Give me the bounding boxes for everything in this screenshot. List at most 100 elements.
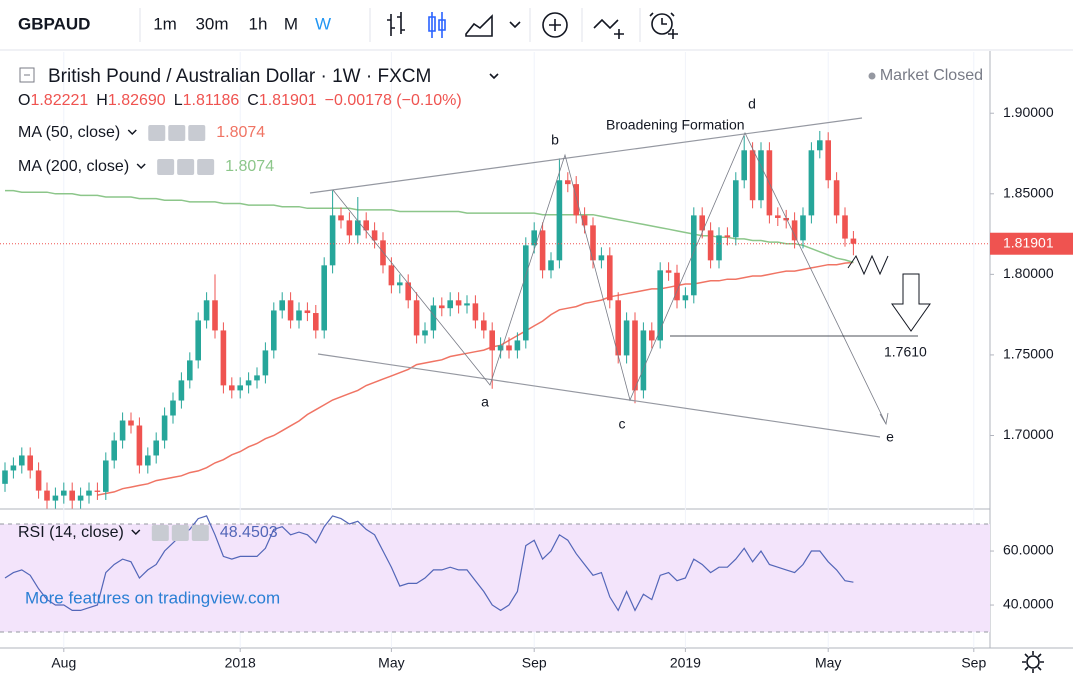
lower-trendline [317,353,881,438]
x-tick-label: May [378,655,404,671]
ma-legend: MA (50, close) 1.8074 MA (200, close) 1.807… [18,124,278,541]
candle-body [749,150,756,201]
candle-body [397,282,403,286]
indicator-dropdown[interactable] [127,129,137,136]
indicator-button[interactable] [177,159,195,175]
main-legend: British Pound / Australian Dollar · 1W ·… [18,66,983,541]
y-tick-label: 60.0000 [1003,542,1054,558]
candle-body [707,230,714,261]
candles-icon[interactable] [428,12,446,38]
indicator-dropdown[interactable] [136,163,146,170]
indicator-button[interactable] [188,125,206,141]
indicator-button[interactable] [171,525,189,541]
candle-body [632,320,638,391]
candle-body [590,225,596,261]
toolbar: GBPAUD 1m 30m 1h M W [0,0,1073,51]
wave-label: b [551,132,559,148]
y-tick-label: 40.0000 [1003,596,1054,612]
candle-body [808,150,815,216]
indicator-button[interactable] [197,159,215,175]
settings-icon[interactable] [1022,651,1044,673]
candle-body [119,420,126,441]
intervals: 1m 30m 1h M W [153,14,331,33]
x-tick-label: Sep [522,655,547,671]
candle-body [497,345,504,351]
candle-body [10,465,17,471]
candle-body [565,180,571,185]
candle-body [640,330,647,391]
rsi-line [4,515,854,612]
status-dot [868,72,876,80]
candle-body [523,245,529,341]
ohlc-value: 1.81186 [183,92,240,109]
candle-body [615,300,621,356]
candle-body [203,300,210,321]
interval-button[interactable]: W [315,14,331,33]
down-arrow [891,273,931,332]
bars-icon[interactable] [387,12,405,36]
y-tick-label: 1.80000 [1003,265,1054,281]
ohlc-value: 1.81901 [259,92,317,109]
candle-body [665,270,672,273]
wave-label: e [886,429,894,445]
alert-icon[interactable] [649,12,678,39]
indicator-dropdown[interactable] [131,529,141,536]
interval-button[interactable]: 1h [249,14,268,33]
candle-body [2,470,8,484]
candle-body [825,140,831,181]
candle-body [791,220,798,241]
candle-body [598,255,605,261]
interval-button[interactable]: 30m [195,14,228,33]
candle-body [313,313,319,331]
ohlc-key: H [96,92,108,109]
candle-body [733,180,739,238]
candle-body [229,385,235,391]
candle-body [27,455,33,471]
candle-body [35,470,42,491]
candle-body [405,282,411,301]
compare-icon[interactable] [593,18,624,39]
candle-body [439,305,445,309]
ohlc-value: 1.82221 [30,92,88,109]
ohlc-key: C [247,92,259,109]
candle-body [447,300,453,309]
indicator-button[interactable] [148,125,166,141]
candle-body [741,150,747,181]
indicator-button[interactable] [168,125,186,141]
wave-label: a [481,394,489,410]
candle-body [783,217,789,221]
candle-body [548,260,554,271]
last-price-label: 1.81901 [1003,234,1054,250]
title-dropdown[interactable] [489,73,499,80]
candle-body [581,215,588,226]
candle-body [573,184,579,216]
candle-body [212,300,218,331]
chart-type-dropdown[interactable] [509,21,521,29]
indicators-icon[interactable] [542,12,568,38]
y-tick-label: 1.90000 [1003,104,1054,120]
watermark[interactable]: More features on tradingview.com [25,588,280,607]
indicator-button[interactable] [191,525,209,541]
indicator-button[interactable] [157,159,175,175]
candle-body [69,490,75,501]
wave-label: d [748,96,756,112]
candle-body [556,180,563,261]
candle-body [682,295,689,301]
ohlc-key: L [174,92,183,109]
candle-body [691,215,697,296]
interval-button[interactable]: M [284,14,298,33]
candle-body [262,350,269,376]
collapse-icon[interactable] [19,67,35,83]
candle-body [245,380,252,386]
candle-body [220,330,227,386]
instrument-title: British Pound / Australian Dollar · 1W ·… [48,66,431,87]
x-tick-label: 2018 [225,655,256,671]
indicator-name: RSI (14, close) [18,524,124,541]
x-tick-label: Sep [961,655,986,671]
candle-body [136,425,143,466]
symbol[interactable]: GBPAUD [18,14,90,33]
interval-button[interactable]: 1m [153,14,177,33]
indicator-button[interactable] [151,525,169,541]
area-icon[interactable] [465,14,493,37]
